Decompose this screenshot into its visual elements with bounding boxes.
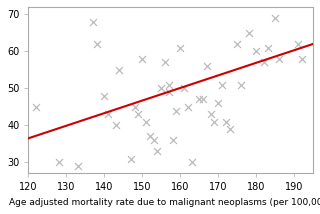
- Point: [75, 164, 80, 168]
- Point: [128, 157, 133, 160]
- Point: [220, 83, 225, 86]
- Point: [170, 138, 175, 142]
- Point: [185, 105, 190, 108]
- Point: [143, 120, 148, 123]
- Point: [151, 138, 156, 142]
- Point: [265, 46, 270, 49]
- Point: [136, 113, 141, 116]
- Point: [159, 87, 164, 90]
- X-axis label: Age adjusted mortality rate due to malignant neoplasms (per 100,000): Age adjusted mortality rate due to malig…: [9, 198, 320, 207]
- Point: [113, 124, 118, 127]
- Point: [261, 61, 266, 64]
- Point: [227, 127, 232, 131]
- Point: [147, 135, 152, 138]
- Point: [204, 64, 209, 68]
- Point: [208, 113, 213, 116]
- Point: [189, 161, 194, 164]
- Point: [276, 57, 282, 61]
- Point: [196, 98, 202, 101]
- Point: [163, 61, 168, 64]
- Point: [295, 42, 300, 46]
- Point: [216, 101, 221, 105]
- Point: [299, 57, 304, 61]
- Point: [212, 120, 217, 123]
- Point: [246, 31, 251, 34]
- Point: [90, 20, 95, 24]
- Point: [253, 50, 259, 53]
- Point: [273, 16, 278, 20]
- Point: [155, 150, 160, 153]
- Point: [140, 57, 145, 61]
- Point: [56, 161, 61, 164]
- Point: [94, 42, 99, 46]
- Point: [166, 83, 172, 86]
- Point: [238, 83, 244, 86]
- Point: [102, 94, 107, 97]
- Point: [200, 98, 205, 101]
- Point: [181, 87, 187, 90]
- Point: [166, 90, 172, 94]
- Point: [235, 42, 240, 46]
- Point: [178, 46, 183, 49]
- Point: [106, 113, 111, 116]
- Point: [132, 105, 137, 108]
- Point: [174, 109, 179, 112]
- Point: [117, 68, 122, 71]
- Point: [223, 120, 228, 123]
- Point: [33, 105, 38, 108]
